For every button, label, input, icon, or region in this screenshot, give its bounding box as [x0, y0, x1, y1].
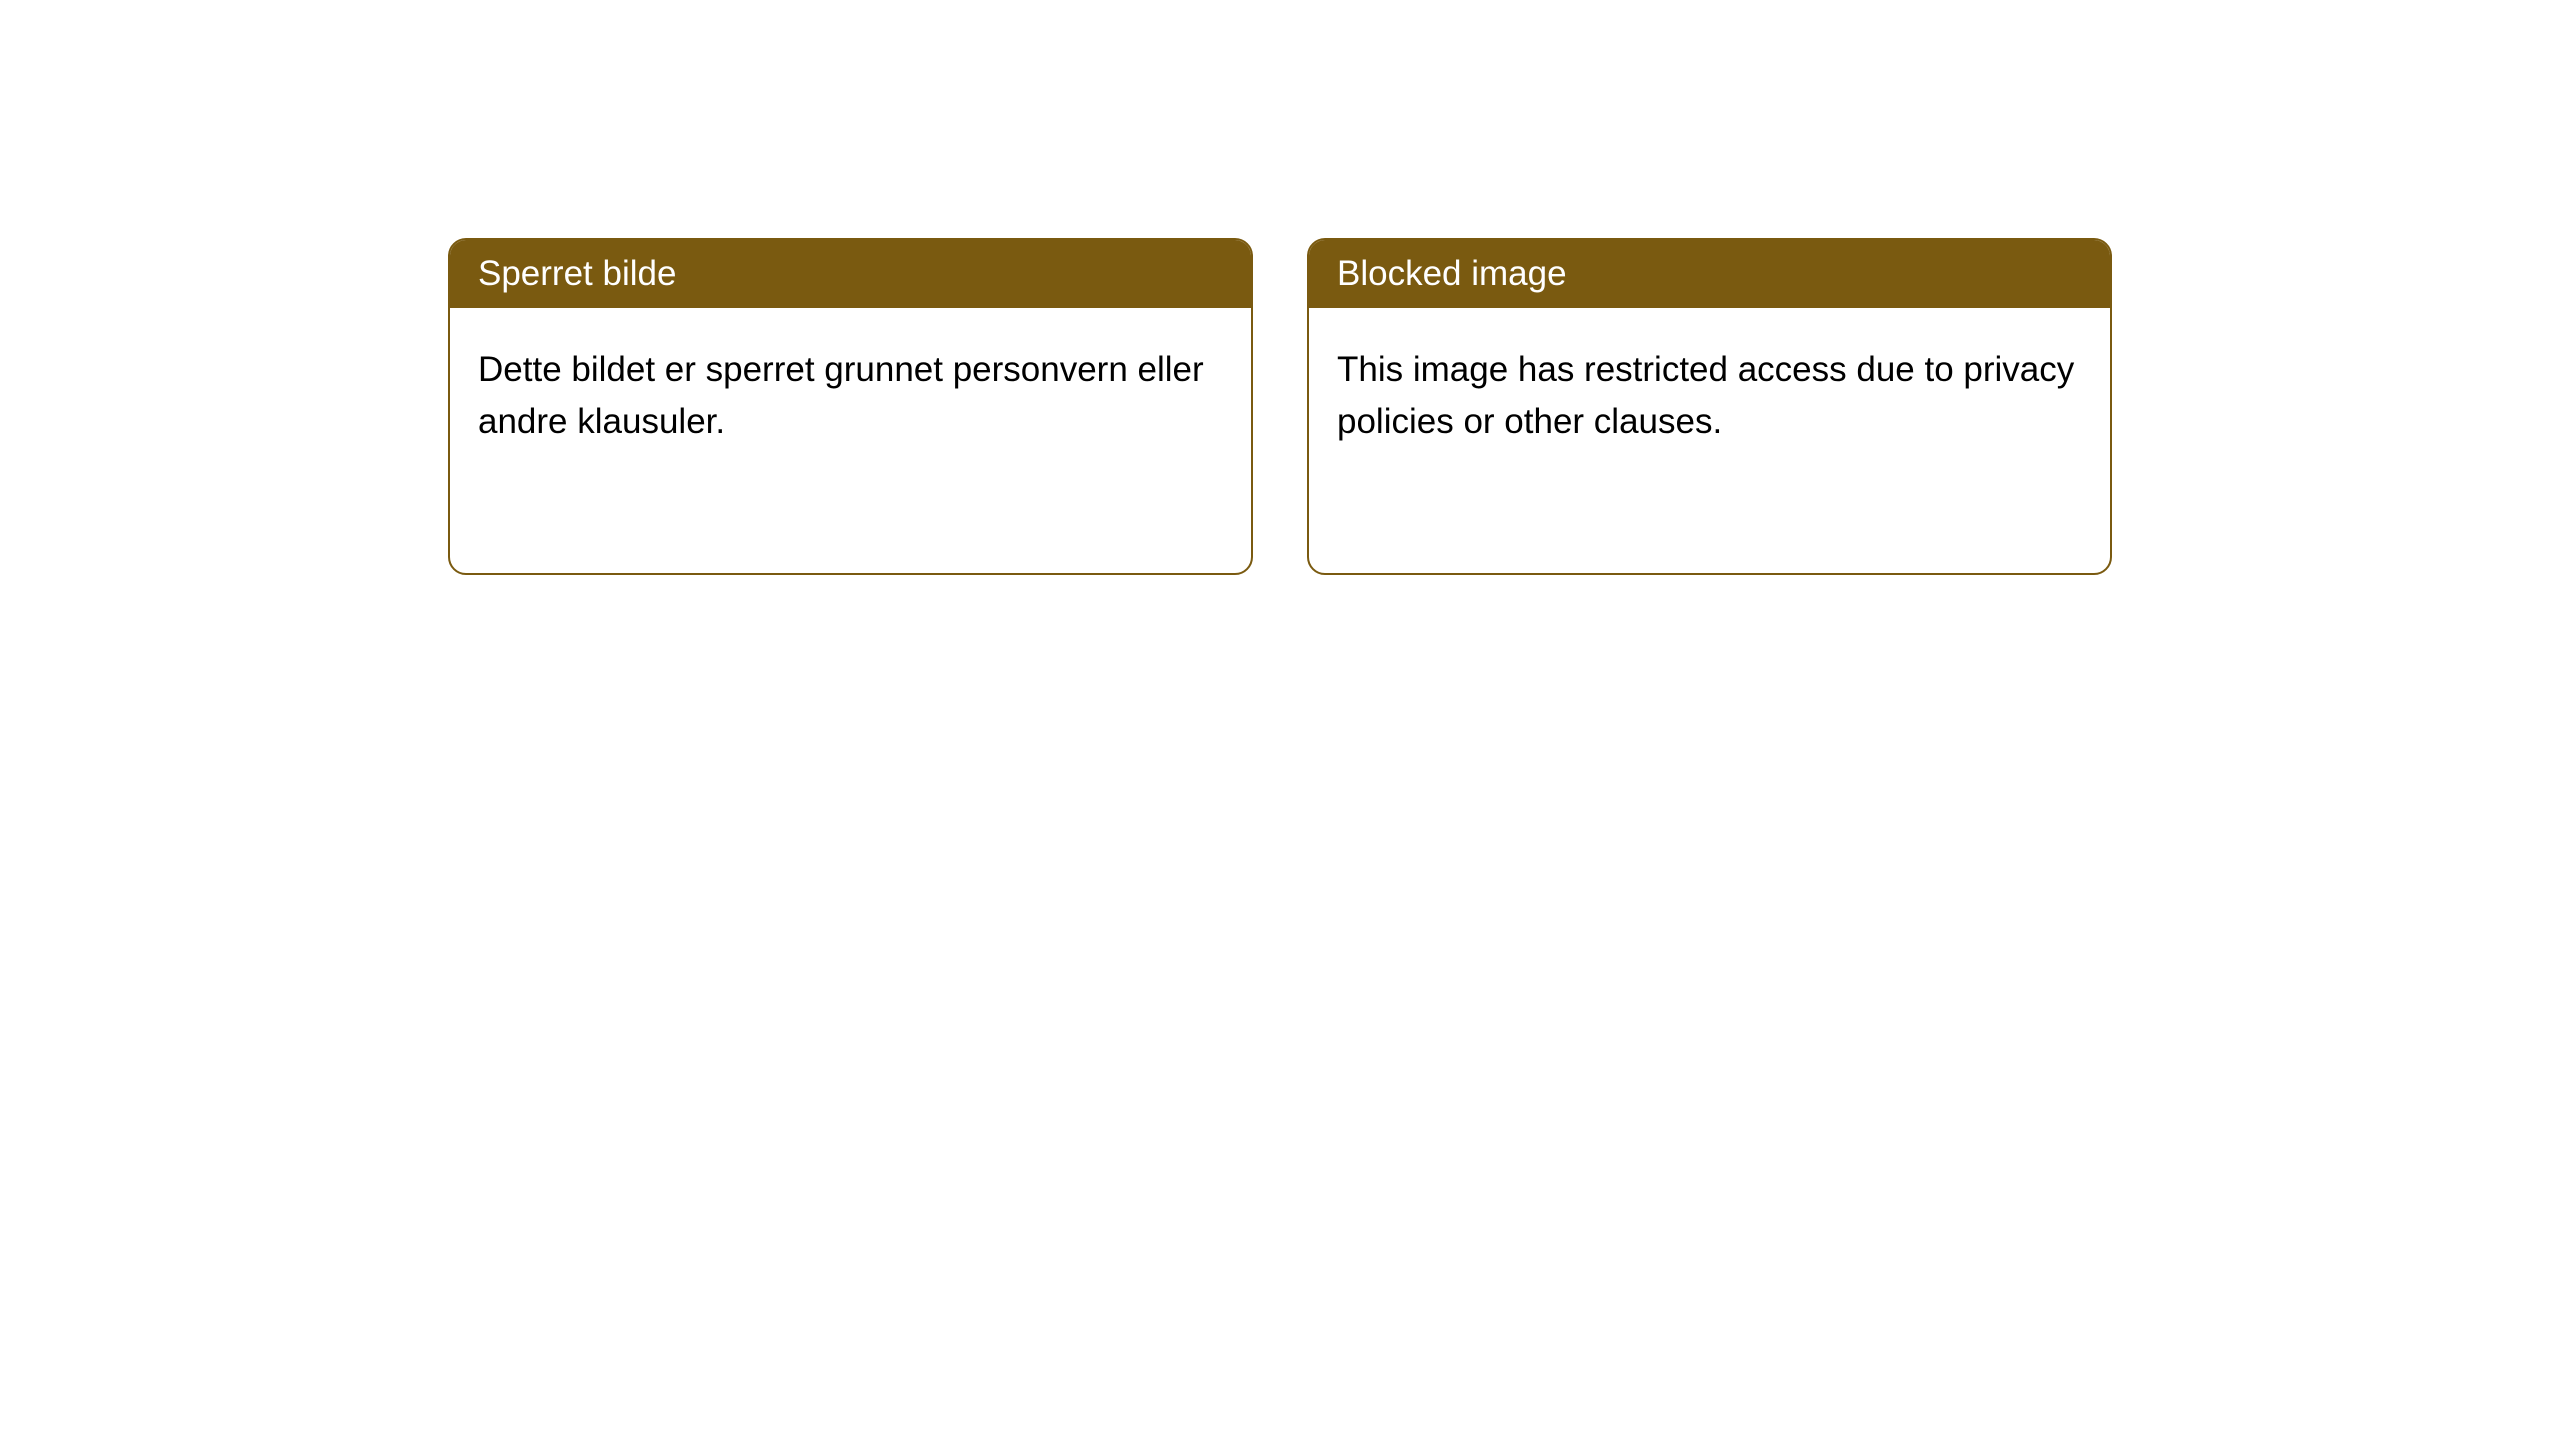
blocked-image-card-en: Blocked image This image has restricted …	[1307, 238, 2112, 575]
card-header: Blocked image	[1309, 240, 2110, 308]
card-title: Sperret bilde	[478, 254, 676, 293]
card-body: Dette bildet er sperret grunnet personve…	[450, 308, 1251, 484]
blocked-image-card-no: Sperret bilde Dette bildet er sperret gr…	[448, 238, 1253, 575]
card-body: This image has restricted access due to …	[1309, 308, 2110, 484]
card-body-text: Dette bildet er sperret grunnet personve…	[478, 350, 1204, 441]
cards-container: Sperret bilde Dette bildet er sperret gr…	[0, 0, 2560, 575]
card-header: Sperret bilde	[450, 240, 1251, 308]
card-body-text: This image has restricted access due to …	[1337, 350, 2074, 441]
card-title: Blocked image	[1337, 254, 1567, 293]
